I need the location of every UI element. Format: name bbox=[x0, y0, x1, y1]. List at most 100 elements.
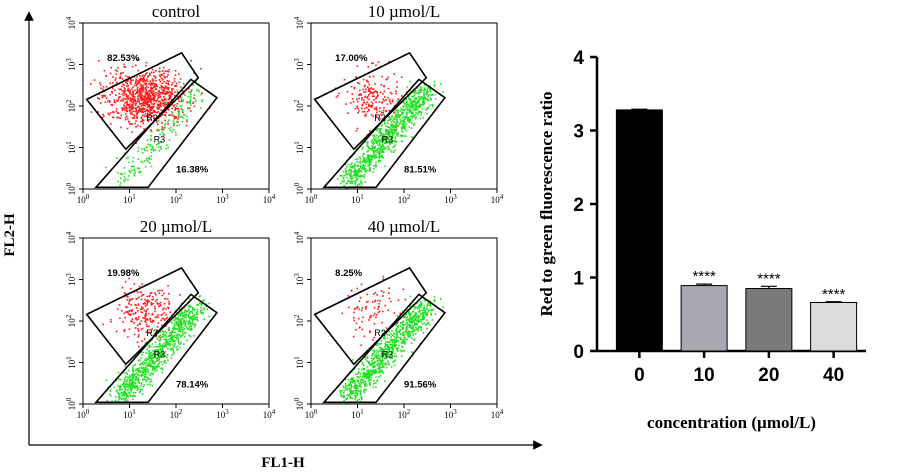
gate-r2 bbox=[313, 266, 428, 366]
flow-cytometry-panels: control 100 101 102 103 104 100 101 102 103 104 R2 R… bbox=[65, 2, 504, 420]
gate-r3 bbox=[94, 293, 219, 404]
bar-x-axis-label: concentration (µmol/L) bbox=[647, 413, 816, 432]
x-tick-label: 103 bbox=[444, 408, 457, 420]
red-population-dots bbox=[90, 58, 211, 144]
significance-marker: **** bbox=[757, 270, 781, 287]
bar-x-tick-label: 0 bbox=[634, 365, 645, 386]
bar-x-tick-label: 10 bbox=[694, 365, 715, 386]
x-tick-label: 100 bbox=[305, 193, 318, 205]
x-tick-label: 102 bbox=[398, 193, 411, 205]
gate-r3 bbox=[322, 293, 447, 404]
y-tick-label: 102 bbox=[293, 314, 305, 327]
bar-x-tick-label: 40 bbox=[823, 365, 844, 386]
green-population-dots bbox=[105, 295, 211, 404]
bar-y-axis-label: Red to green fluorescence ratio bbox=[537, 91, 556, 316]
y-tick-label: 101 bbox=[65, 141, 77, 154]
panel-4: 40 µmol/L 100 101 102 103 104 100 101 102 103 104 R… bbox=[293, 217, 504, 420]
x-tick-label: 102 bbox=[398, 408, 411, 420]
bar-40 bbox=[810, 301, 858, 352]
x-tick-label: 103 bbox=[216, 408, 229, 420]
gate-r2 bbox=[85, 266, 200, 366]
r2-percentage: 17.00% bbox=[335, 53, 368, 64]
gate-r3-label: R3 bbox=[382, 350, 394, 360]
r2-percentage: 8.25% bbox=[335, 268, 362, 279]
x-tick-label: 102 bbox=[170, 408, 183, 420]
r2-percentage: 82.53% bbox=[107, 53, 140, 64]
y-tick-label: 104 bbox=[65, 16, 77, 29]
significance-marker: **** bbox=[822, 286, 846, 303]
panel-title: control bbox=[152, 2, 200, 21]
x-tick-label: 104 bbox=[263, 408, 276, 420]
r3-percentage: 78.14% bbox=[176, 379, 209, 390]
y-tick-label: 102 bbox=[65, 314, 77, 327]
r3-percentage: 91.56% bbox=[404, 379, 437, 390]
r2-percentage: 19.98% bbox=[107, 268, 140, 279]
significance-marker: **** bbox=[692, 268, 716, 285]
y-tick-label: 103 bbox=[293, 58, 305, 71]
x-tick-label: 100 bbox=[77, 193, 90, 205]
x-tick-label: 104 bbox=[263, 193, 276, 205]
y-tick-label: 102 bbox=[65, 99, 77, 112]
y-tick-label: 102 bbox=[293, 99, 305, 112]
y-tick-label: 104 bbox=[65, 231, 77, 244]
gate-r3 bbox=[322, 78, 447, 189]
r3-percentage: 81.51% bbox=[404, 164, 437, 175]
y-tick-label: 100 bbox=[293, 182, 305, 195]
x-tick-label: 104 bbox=[491, 408, 504, 420]
x-tick-label: 101 bbox=[123, 193, 136, 205]
panel-title: 40 µmol/L bbox=[368, 217, 441, 236]
y-tick-label: 101 bbox=[293, 141, 305, 154]
x-tick-label: 103 bbox=[444, 193, 457, 205]
red-population-dots bbox=[341, 275, 410, 346]
y-tick-label: 103 bbox=[65, 273, 77, 286]
y-tick-label: 100 bbox=[65, 397, 77, 410]
panel-title: 10 µmol/L bbox=[368, 2, 441, 21]
green-population-dots bbox=[337, 80, 444, 189]
bar-10 bbox=[680, 285, 728, 352]
gate-r2 bbox=[85, 51, 200, 151]
gate-r2-label: R2 bbox=[146, 113, 158, 123]
bar-20 bbox=[745, 288, 793, 352]
y-tick-label: 101 bbox=[293, 356, 305, 369]
gate-r3-label: R3 bbox=[154, 135, 166, 145]
y-tick-label: 103 bbox=[293, 273, 305, 286]
x-tick-label: 100 bbox=[305, 408, 318, 420]
panel-3: 20 µmol/L 100 101 102 103 104 100 101 102 103 104 R… bbox=[65, 217, 276, 420]
y-tick-label: 100 bbox=[65, 182, 77, 195]
gate-r2-label: R2 bbox=[146, 328, 158, 338]
y-tick-label: 103 bbox=[65, 58, 77, 71]
green-population-dots bbox=[339, 295, 444, 404]
y-tick-label: 104 bbox=[293, 231, 305, 244]
green-population-dots bbox=[105, 80, 204, 187]
r3-percentage: 16.38% bbox=[176, 164, 209, 175]
bar-y-tick-label: 1 bbox=[573, 269, 584, 290]
x-tick-label: 101 bbox=[123, 408, 136, 420]
bar-y-tick-label: 0 bbox=[573, 342, 584, 363]
panel-1: control 100 101 102 103 104 100 101 102 103 104 R2 R… bbox=[65, 2, 276, 205]
gate-r3 bbox=[94, 78, 219, 189]
gate-r2 bbox=[313, 51, 428, 151]
y-tick-label: 101 bbox=[65, 356, 77, 369]
y-tick-label: 100 bbox=[293, 397, 305, 410]
gate-r3-label: R3 bbox=[154, 350, 166, 360]
outer-y-axis-label: FL2-H bbox=[2, 213, 18, 257]
x-tick-label: 100 bbox=[77, 408, 90, 420]
gate-r3-label: R3 bbox=[382, 135, 394, 145]
bar-x-tick-label: 20 bbox=[758, 365, 779, 386]
x-tick-label: 103 bbox=[216, 193, 229, 205]
x-tick-label: 101 bbox=[351, 408, 364, 420]
panel-plot-frame bbox=[82, 237, 270, 405]
outer-x-axis-label: FL1-H bbox=[261, 455, 305, 471]
x-tick-label: 102 bbox=[170, 193, 183, 205]
panel-2: 10 µmol/L 100 101 102 103 104 100 101 102 103 104 R… bbox=[293, 2, 504, 205]
bar-0 bbox=[615, 109, 663, 352]
bar-y-tick-label: 4 bbox=[573, 48, 584, 69]
bar-y-tick-label: 3 bbox=[573, 122, 584, 143]
y-tick-label: 104 bbox=[293, 16, 305, 29]
gate-r2-label: R2 bbox=[374, 113, 386, 123]
x-tick-label: 104 bbox=[491, 193, 504, 205]
x-tick-label: 101 bbox=[351, 193, 364, 205]
gate-r2-label: R2 bbox=[374, 328, 386, 338]
